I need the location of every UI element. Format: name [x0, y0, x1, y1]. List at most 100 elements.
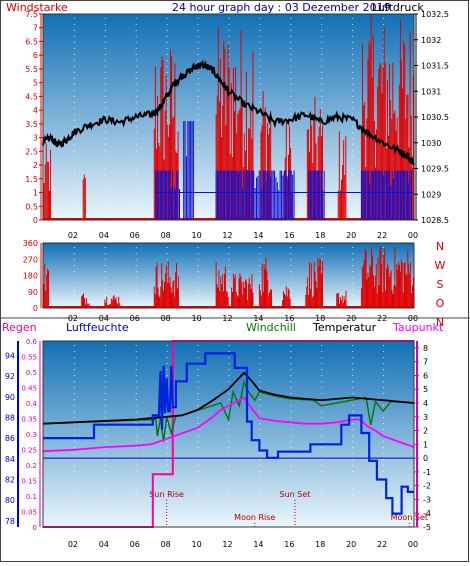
grid-dot [197, 489, 199, 490]
grid-dot [290, 24, 292, 25]
grid-dot [228, 441, 230, 442]
grid-dot [321, 96, 323, 97]
windstarke-tick: 3 [33, 134, 38, 143]
grid-dot [290, 345, 292, 346]
grid-dot [135, 192, 137, 193]
grid-dot [73, 513, 75, 514]
temperatur-tick: -2 [423, 482, 431, 491]
grid-dot [383, 54, 385, 55]
grid-dot [259, 525, 261, 526]
grid-dot [197, 126, 199, 127]
grid-dot [228, 351, 230, 352]
grid-dot [290, 375, 292, 376]
grid-dot [104, 393, 106, 394]
grid-dot [290, 363, 292, 364]
grid-dot [259, 283, 261, 284]
grid-dot [259, 204, 261, 205]
grid-dot [73, 186, 75, 187]
grid-dot [135, 399, 137, 400]
grid-dot [104, 253, 106, 254]
x-tick-label: 08 [161, 540, 171, 549]
grid-dot [290, 144, 292, 145]
grid-dot [383, 381, 385, 382]
x-tick-label: 18 [315, 314, 325, 323]
grid-dot [321, 393, 323, 394]
x-tick-label: 14 [253, 540, 263, 549]
moon-rise-label: Moon Rise [234, 513, 275, 522]
luftdruck-series [42, 59, 415, 166]
grid-dot [73, 507, 75, 508]
temperatur-tick: 7 [423, 358, 428, 367]
grid-dot [259, 84, 261, 85]
grid-dot [321, 54, 323, 55]
grid-dot [73, 162, 75, 163]
grid-dot [321, 519, 323, 520]
grid-dot [321, 345, 323, 346]
grid-dot [383, 417, 385, 418]
grid-dot [73, 168, 75, 169]
grid-dot [135, 96, 137, 97]
compass-label: N [436, 316, 444, 329]
temperatur-tick: -1 [423, 468, 431, 477]
grid-dot [228, 513, 230, 514]
grid-dot [259, 72, 261, 73]
grid-dot [104, 411, 106, 412]
grid-dot [104, 453, 106, 454]
grid-dot [352, 132, 354, 133]
grid-dot [259, 168, 261, 169]
temperatur-tick: 0 [423, 454, 428, 463]
grid-dot [383, 519, 385, 520]
grid-dot [321, 363, 323, 364]
grid-dot [135, 48, 137, 49]
grid-dot [135, 351, 137, 352]
grid-dot [135, 102, 137, 103]
grid-dot [197, 156, 199, 157]
grid-dot [135, 265, 137, 266]
windstarke-tick: 1 [33, 189, 38, 198]
x-tick-label: 14 [253, 231, 263, 240]
grid-dot [228, 301, 230, 302]
grid-dot [352, 513, 354, 514]
grid-dot [135, 283, 137, 284]
grid-dot [228, 36, 230, 37]
grid-dot [321, 102, 323, 103]
grid-dot [259, 393, 261, 394]
grid-dot [104, 283, 106, 284]
sun-moon-markers: Sun Rise Moon Rise Sun Set Moon Set [149, 490, 428, 527]
grid-dot [197, 435, 199, 436]
x-tick-label: 22 [377, 314, 387, 323]
windstarke-tick: 4 [33, 106, 38, 115]
grid-dot [104, 72, 106, 73]
grid-dot [290, 435, 292, 436]
grid-dot [104, 198, 106, 199]
grid-dot [259, 60, 261, 61]
grid-dot [135, 459, 137, 460]
luftdruck-tick: 1031.5 [421, 62, 449, 71]
grid-dot [135, 477, 137, 478]
x-tick-label: 16 [284, 540, 294, 549]
grid-dot [290, 138, 292, 139]
grid-dot [290, 90, 292, 91]
grid-dot [73, 277, 75, 278]
grid-dot [352, 36, 354, 37]
x-tick-label: 18 [315, 231, 325, 240]
grid-dot [73, 429, 75, 430]
grid-dot [197, 405, 199, 406]
windstarke-tick: 6.5 [25, 37, 38, 46]
grid-dot [228, 54, 230, 55]
regen-tick: 0.4 [26, 400, 38, 408]
luftfeuchte-tick: 90 [5, 393, 15, 402]
x-tick-label: 02 [68, 540, 78, 549]
panel3-border [42, 340, 415, 528]
grid-dot [352, 465, 354, 466]
x-tick-label: 06 [130, 231, 140, 240]
grid-dot [352, 289, 354, 290]
windstarke-tick: 6 [33, 51, 38, 60]
grid-dot [290, 108, 292, 109]
grid-dot [197, 18, 199, 19]
x-tick-label: 04 [99, 314, 109, 323]
grid-dot [104, 168, 106, 169]
grid-dot [197, 36, 199, 37]
luftdruck-label: Luftdruck [372, 1, 424, 14]
grid-dot [197, 295, 199, 296]
